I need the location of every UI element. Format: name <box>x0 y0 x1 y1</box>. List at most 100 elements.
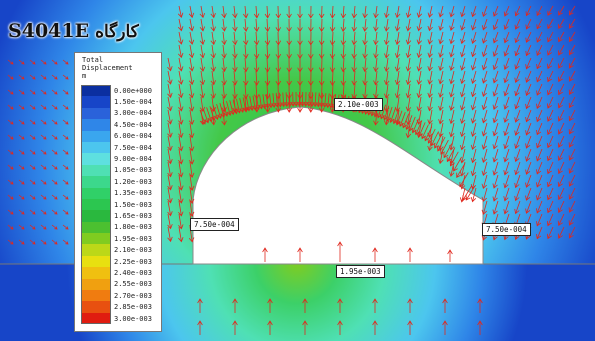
displacement-arrow <box>503 57 510 71</box>
displacement-arrow <box>188 200 195 217</box>
displacement-arrow <box>514 135 521 150</box>
displacement-arrow <box>29 194 36 200</box>
displacement-arrow <box>62 149 69 155</box>
displacement-arrow <box>18 104 25 110</box>
displacement-arrow <box>167 161 173 178</box>
displacement-arrow <box>29 104 36 110</box>
displacement-arrow <box>568 122 576 135</box>
displacement-arrow <box>470 96 477 111</box>
displacement-arrow <box>481 200 488 216</box>
displacement-arrow <box>525 135 532 149</box>
displacement-arrow <box>221 44 227 59</box>
displacement-arrow <box>7 134 14 140</box>
legend-heading: Total Displacement m <box>75 53 161 80</box>
legend-row: 1.65e-003 <box>81 210 152 222</box>
legend-row: 2.85e-003 <box>81 301 152 313</box>
displacement-arrow <box>178 174 184 191</box>
displacement-arrow <box>514 174 521 189</box>
displacement-arrow <box>503 83 510 97</box>
displacement-arrow <box>492 148 499 163</box>
displacement-arrow <box>525 31 532 43</box>
displacement-arrow <box>210 109 217 126</box>
displacement-arrow <box>178 44 184 59</box>
displacement-arrow <box>167 135 173 152</box>
legend-swatch <box>81 312 111 325</box>
displacement-arrow <box>449 83 455 98</box>
displacement-arrow <box>362 31 368 46</box>
legend-swatch <box>81 119 111 131</box>
displacement-arrow <box>29 119 36 125</box>
displacement-arrow <box>557 122 565 135</box>
legend-swatch <box>81 267 111 279</box>
displacement-arrow <box>514 31 521 44</box>
model-id: S4041E <box>8 20 90 42</box>
displacement-arrow <box>18 149 25 155</box>
displacement-arrow <box>481 174 488 190</box>
displacement-arrow <box>437 136 446 152</box>
displacement-arrow <box>449 57 455 72</box>
displacement-arrow <box>568 187 576 200</box>
displacement-arrow <box>459 109 466 124</box>
displacement-arrow <box>443 143 453 159</box>
displacement-arrow <box>449 109 455 125</box>
displacement-arrow <box>547 122 554 136</box>
displacement-arrow <box>470 148 477 164</box>
legend-swatch <box>81 141 111 154</box>
displacement-arrow <box>394 5 401 19</box>
displacement-arrow <box>481 44 488 58</box>
displacement-arrow <box>337 320 343 335</box>
displacement-arrow <box>449 44 455 58</box>
legend-value: 7.50e-004 <box>114 143 152 152</box>
legend-swatch <box>81 85 111 97</box>
displacement-arrow <box>340 44 347 59</box>
displacement-arrow <box>462 185 472 201</box>
displacement-arrow <box>318 31 325 46</box>
displacement-arrow <box>210 18 216 32</box>
displacement-arrow <box>29 59 36 65</box>
legend-value: 2.25e-003 <box>114 257 152 266</box>
displacement-arrow <box>525 161 532 175</box>
legend-value: 1.95e-003 <box>114 234 152 243</box>
legend-row: 1.50e-003 <box>81 198 152 211</box>
displacement-arrow <box>264 5 271 19</box>
displacement-arrow <box>449 70 455 85</box>
legend-row: 2.25e-003 <box>81 255 152 268</box>
legend-row: 6.00e-004 <box>81 130 152 142</box>
legend-swatch <box>81 244 111 256</box>
displacement-arrow <box>267 320 273 335</box>
displacement-arrow <box>210 96 217 113</box>
legend-value: 1.65e-003 <box>114 211 152 220</box>
legend-value: 2.55e-003 <box>114 280 152 289</box>
displacement-arrow <box>243 57 249 73</box>
displacement-arrow <box>503 96 510 110</box>
displacement-arrow <box>460 18 466 31</box>
displacement-arrow <box>416 31 422 45</box>
legend-swatch <box>81 176 111 188</box>
displacement-arrow <box>568 57 576 69</box>
displacement-arrow <box>199 31 206 46</box>
displacement-arrow <box>243 18 249 32</box>
displacement-arrow <box>546 161 554 175</box>
displacement-arrow <box>7 194 14 200</box>
displacement-arrow <box>568 96 576 109</box>
displacement-arrow <box>492 161 499 176</box>
displacement-arrow <box>337 298 343 313</box>
displacement-arrow <box>460 44 466 58</box>
displacement-arrow <box>18 224 25 230</box>
displacement-arrow <box>460 31 466 45</box>
displacement-arrow <box>297 32 303 46</box>
displacement-arrow <box>525 200 532 214</box>
displacement-arrow <box>178 31 184 45</box>
displacement-arrow <box>503 161 510 176</box>
displacement-arrow <box>557 148 565 161</box>
displacement-arrow <box>210 70 216 86</box>
displacement-arrow <box>362 5 368 19</box>
displacement-arrow <box>438 70 444 85</box>
displacement-arrow <box>546 174 554 188</box>
displacement-arrow <box>40 104 47 110</box>
displacement-arrow <box>286 5 292 19</box>
legend-swatch <box>81 96 111 108</box>
legend-value: 9.00e-004 <box>114 155 152 164</box>
displacement-arrow <box>62 164 69 170</box>
displacement-arrow <box>568 148 576 161</box>
